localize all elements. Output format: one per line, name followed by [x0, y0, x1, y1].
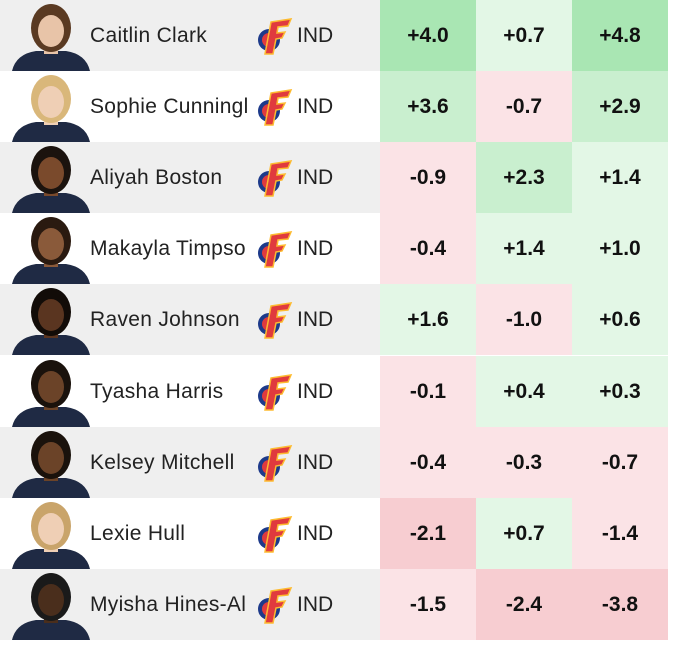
- player-photo: [10, 358, 92, 427]
- stat-cell: -0.7: [476, 71, 572, 143]
- stat-cell: +3.6: [380, 71, 476, 143]
- player-cell: Caitlin Clark IND: [0, 0, 380, 71]
- player-name: Kelsey Mitchell: [90, 450, 235, 474]
- player-cell: Kelsey Mitchell IND: [0, 426, 380, 498]
- player-photo: [10, 144, 92, 214]
- stat-cell: +0.7: [476, 497, 572, 569]
- table-row: Makayla Timpso IND -0.4 +1.4 +1.0: [0, 213, 680, 285]
- table-row: Caitlin Clark IND +4.0 +0.7 +4.8: [0, 0, 680, 71]
- table-row: Tyasha Harris IND -0.1 +0.4 +0.3: [0, 355, 680, 427]
- player-cell: Raven Johnson IND: [0, 284, 380, 356]
- stat-cell: -3.8: [572, 568, 668, 640]
- stat-cell: +4.8: [572, 0, 668, 71]
- table-row: Kelsey Mitchell IND -0.4 -0.3 -0.7: [0, 426, 680, 498]
- player-name: Aliyah Boston: [90, 166, 223, 190]
- table-row: Lexie Hull IND -2.1 +0.7 -1.4: [0, 497, 680, 569]
- team-abbr: IND: [297, 166, 334, 190]
- player-cell: Makayla Timpso IND: [0, 213, 380, 285]
- team-abbr: IND: [297, 95, 334, 119]
- player-photo: [10, 286, 92, 356]
- stat-cell: +2.9: [572, 71, 668, 143]
- team-logo: [253, 443, 293, 483]
- team-logo: [253, 372, 293, 412]
- player-cell: Sophie Cunningl IND: [0, 71, 380, 143]
- stat-cell: +0.4: [476, 355, 572, 427]
- team-logo: [253, 87, 293, 127]
- player-name: Makayla Timpso: [90, 237, 246, 261]
- player-photo: [10, 500, 92, 569]
- player-name: Lexie Hull: [90, 521, 186, 545]
- stat-cell: -2.4: [476, 568, 572, 640]
- stat-cell: -2.1: [380, 497, 476, 569]
- player-cell: Tyasha Harris IND: [0, 356, 380, 427]
- stat-cell: -1.0: [476, 284, 572, 356]
- team-logo: [253, 229, 293, 269]
- team-logo: [253, 16, 293, 56]
- table-row: Myisha Hines-Al IND -1.5 -2.4 -3.8: [0, 568, 680, 640]
- team-abbr: IND: [297, 521, 334, 545]
- team-abbr: IND: [297, 592, 334, 616]
- stat-cell: +1.4: [572, 142, 668, 214]
- player-cell: Myisha Hines-Al IND: [0, 568, 380, 640]
- stat-cell: +0.7: [476, 0, 572, 71]
- player-name: Myisha Hines-Al: [90, 592, 247, 616]
- team-abbr: IND: [297, 237, 334, 261]
- stat-cell: +1.6: [380, 284, 476, 356]
- team-abbr: IND: [297, 379, 334, 403]
- stat-cell: -1.4: [572, 497, 668, 569]
- team-abbr: IND: [297, 450, 334, 474]
- stat-cell: -1.5: [380, 568, 476, 640]
- stat-cell: -0.1: [380, 355, 476, 427]
- stat-cell: -0.4: [380, 213, 476, 285]
- team-abbr: IND: [297, 308, 334, 332]
- table-row: Sophie Cunningl IND +3.6 -0.7 +2.9: [0, 71, 680, 143]
- stat-cell: +1.4: [476, 213, 572, 285]
- stat-cell: +2.3: [476, 142, 572, 214]
- player-name: Raven Johnson: [90, 308, 240, 332]
- stat-cell: -0.4: [380, 426, 476, 498]
- team-abbr: IND: [297, 24, 334, 47]
- table-row: Aliyah Boston IND -0.9 +2.3 +1.4: [0, 142, 680, 214]
- player-name: Sophie Cunningl: [90, 95, 249, 119]
- stat-cell: -0.3: [476, 426, 572, 498]
- player-photo: [10, 2, 92, 71]
- player-photo: [10, 73, 92, 143]
- team-logo: [253, 158, 293, 198]
- stat-cell: -0.7: [572, 426, 668, 498]
- team-logo: [253, 585, 293, 625]
- player-name: Tyasha Harris: [90, 379, 224, 403]
- player-photo: [10, 571, 92, 640]
- player-cell: Aliyah Boston IND: [0, 142, 380, 214]
- stat-cell: +4.0: [380, 0, 476, 71]
- stat-cell: +0.6: [572, 284, 668, 356]
- player-photo: [10, 215, 92, 285]
- stat-cell: +1.0: [572, 213, 668, 285]
- player-photo: [10, 429, 92, 498]
- table-row: Raven Johnson IND +1.6 -1.0 +0.6: [0, 284, 680, 356]
- player-cell: Lexie Hull IND: [0, 498, 380, 569]
- stat-cell: -0.9: [380, 142, 476, 214]
- player-name: Caitlin Clark: [90, 24, 208, 47]
- team-logo: [253, 300, 293, 340]
- stat-cell: +0.3: [572, 355, 668, 427]
- team-logo: [253, 514, 293, 554]
